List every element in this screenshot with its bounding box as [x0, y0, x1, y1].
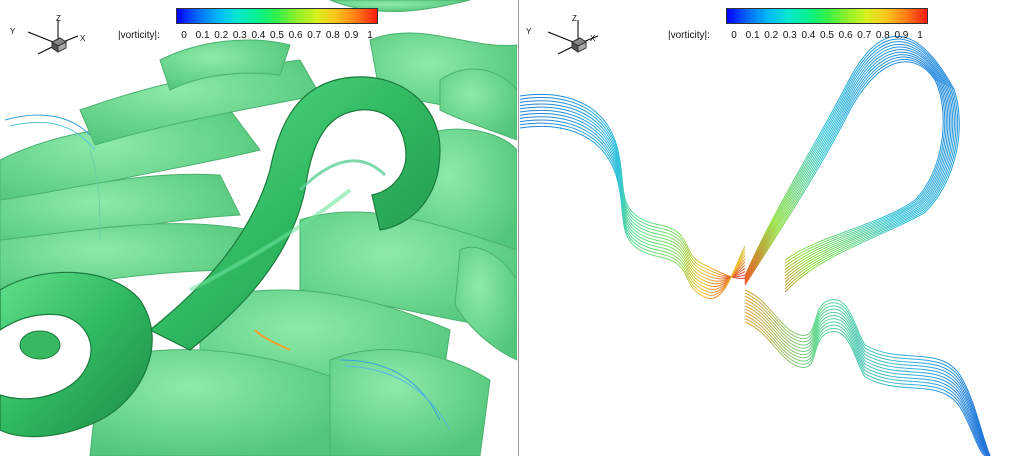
streamline-loop	[744, 51, 951, 282]
colorbar-tick-label: 0.5	[820, 30, 834, 41]
colorbar-tick-label: 0.4	[801, 30, 816, 41]
colorbar-tick-label: 0.9	[344, 30, 359, 41]
axis-y-label: Y	[10, 27, 16, 36]
colorbar	[176, 8, 378, 24]
streamline-loop	[744, 61, 944, 286]
isosurface-render	[0, 0, 517, 456]
streamline-bundle-right	[744, 302, 991, 456]
hairpin-vortex	[148, 76, 441, 351]
streamline-bundle-left	[520, 122, 746, 296]
streamline-loop	[744, 38, 959, 290]
streamline-bundle-left	[520, 103, 746, 280]
colorbar	[726, 8, 928, 24]
streamline-loop	[744, 41, 957, 286]
colorbar-label: |vorticity|:	[668, 30, 710, 41]
colorbar-tick-label: 0.6	[838, 30, 853, 41]
streamline-loop	[744, 58, 946, 285]
streamline-hints	[4, 114, 451, 431]
streamlines	[520, 35, 991, 456]
axis-x-label: X	[80, 34, 86, 43]
colorbar-tick-label: 0.5	[270, 30, 284, 41]
colorbar-tick-label: 0.3	[782, 30, 797, 41]
streamline-bundle-right	[744, 311, 991, 456]
streamline-bundle-right	[744, 295, 991, 456]
streamline-bundle-left	[520, 93, 746, 279]
streamline-loop	[744, 54, 949, 283]
streamline-loop	[744, 49, 952, 281]
streamline-loop	[744, 56, 947, 284]
streamline-bundle-left	[520, 109, 746, 285]
streamline-render	[520, 35, 991, 456]
colorbar-tick-label: 0.8	[325, 30, 340, 41]
colorbar-tick-label: 0.2	[764, 30, 779, 41]
streamline-bundle-left	[520, 125, 746, 299]
colorbar-tick-label: 0	[731, 30, 737, 41]
streamline-loop	[744, 43, 955, 283]
streamline-bundle-left	[520, 100, 746, 278]
colorbar-tick-label: 0	[181, 30, 187, 41]
axis-y-label: Y	[526, 27, 532, 36]
colorbar-tick-label: 0.6	[288, 30, 303, 41]
colorbar-tick-label: 0.1	[745, 30, 760, 41]
panel-divider	[517, 0, 520, 456]
streamline-bundle-left	[520, 119, 746, 293]
streamline-bundle-right	[744, 292, 991, 456]
axis-triad	[547, 20, 599, 55]
streamline-bundle-right	[744, 318, 991, 456]
streamline-bundle-left	[520, 106, 746, 282]
streamline-bundle-right	[744, 321, 990, 456]
colorbar-tick-label: 0.9	[894, 30, 909, 41]
axis-z-label: Z	[572, 14, 577, 23]
colorbar-tick-label: 0.4	[251, 30, 266, 41]
axis-z-label: Z	[56, 14, 61, 23]
colorbar-label: |vorticity|:	[118, 30, 160, 41]
streamline-bundle-left	[520, 116, 746, 290]
streamline-panel: Z Y X |vorticity|: 0 0.1 0.2 0.3 0.4 0.5 0.6 0.…	[520, 0, 1021, 456]
curled-vortex	[0, 271, 153, 438]
streamline-bundle-right	[744, 299, 991, 456]
streamline-bundle-right	[744, 289, 991, 456]
streamline-bundle-right	[744, 315, 991, 456]
streamline-bundle-left	[520, 113, 746, 287]
streamline-bundle-right	[744, 308, 991, 456]
colorbar-tick-label: 0.7	[857, 30, 872, 41]
colorbar-tick-label: 0.7	[307, 30, 322, 41]
streamline-bundle-right	[744, 305, 991, 456]
streamline-bundle-left	[520, 97, 746, 278]
colorbar-tick-label: 0.3	[232, 30, 247, 41]
colorbar-tick-label: 0.1	[195, 30, 210, 41]
axis-x-label: X	[590, 34, 596, 43]
axis-triad	[27, 20, 79, 55]
colorbar-tick-label: 0.8	[875, 30, 890, 41]
streamline-loop	[744, 35, 960, 293]
colorbar-tick-label: 0.2	[214, 30, 229, 41]
colorbar-tick-label: 1	[917, 30, 923, 41]
streamline-loop	[744, 46, 954, 280]
colorbar-tick-label: 1	[367, 30, 373, 41]
isosurface-panel: Z Y X |vorticity|: 0 0.1 0.2 0.3 0.4 0.5 0.6 0.…	[0, 0, 517, 456]
